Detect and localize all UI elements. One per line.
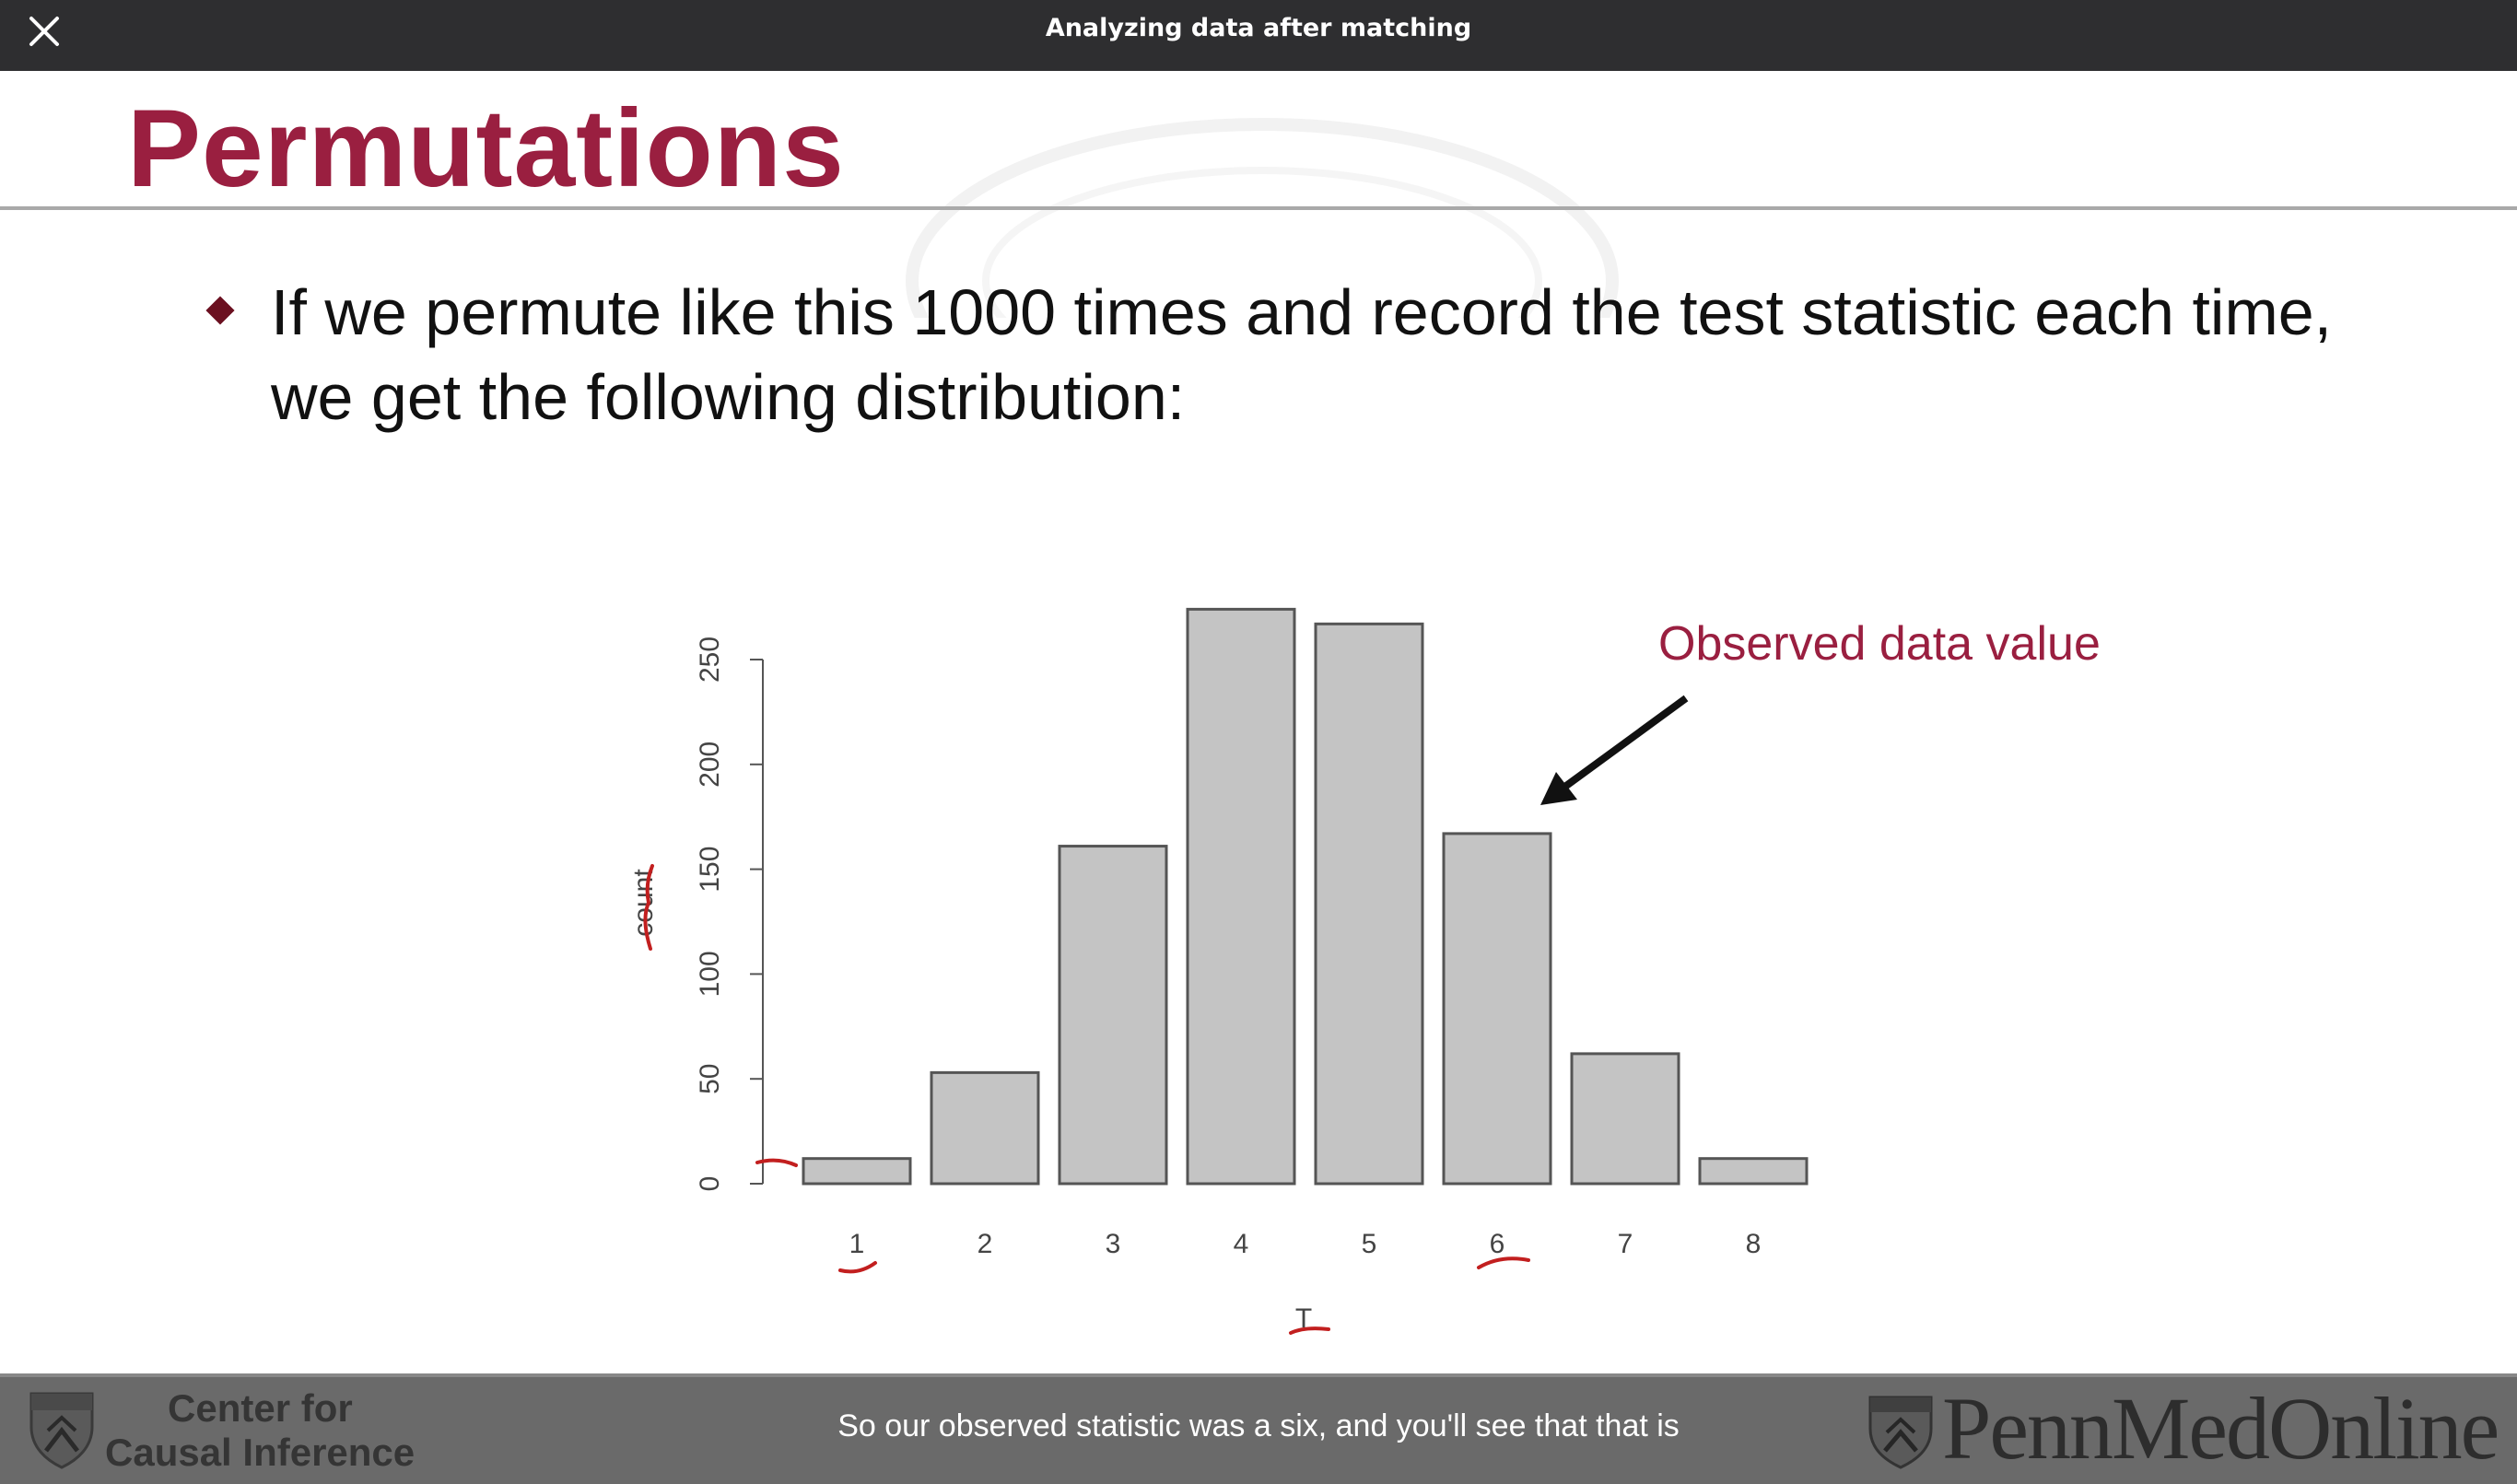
x-tick-label: 3 xyxy=(1106,1229,1121,1259)
x-tick-label: 6 xyxy=(1490,1229,1505,1259)
x-tick-label: 8 xyxy=(1746,1229,1762,1259)
y-tick-label: 0 xyxy=(695,1176,725,1192)
annotation-arrow xyxy=(1540,695,1689,805)
y-tick-label: 100 xyxy=(695,951,725,997)
penn-shield-icon xyxy=(1868,1396,1933,1469)
bracket-count xyxy=(643,864,654,951)
y-tick-label: 250 xyxy=(695,637,725,683)
bar-1 xyxy=(802,1157,912,1186)
handwritten-marks xyxy=(643,864,1530,1335)
x-tick-label: 7 xyxy=(1618,1229,1633,1259)
x-tick-label: 4 xyxy=(1234,1229,1249,1259)
bottom-bar: Center for Causal Inference So our obser… xyxy=(0,1373,2517,1484)
underline-T xyxy=(1289,1326,1330,1335)
penn-shield-icon xyxy=(29,1392,94,1469)
x-tick-label: 5 xyxy=(1362,1229,1377,1259)
watermark-seal xyxy=(906,118,1619,318)
annotation-text: Observed data value xyxy=(1658,617,2101,671)
bar-3 xyxy=(1058,845,1168,1186)
bar-7 xyxy=(1570,1052,1680,1186)
tick-0 xyxy=(755,1158,798,1167)
bar-4 xyxy=(1186,607,1296,1186)
x-tick-label: 2 xyxy=(978,1229,993,1259)
bar-8 xyxy=(1698,1157,1809,1186)
bullet-text: If we permute like this 1000 times and r… xyxy=(271,276,2333,433)
y-tick-label: 200 xyxy=(695,742,725,788)
close-button[interactable] xyxy=(20,7,68,55)
y-tick-label: 50 xyxy=(695,1064,725,1094)
close-icon xyxy=(29,17,59,46)
title-divider xyxy=(0,206,2517,210)
bar-5 xyxy=(1314,622,1424,1186)
cci-logo-line1: Center for xyxy=(168,1386,353,1430)
underline-6 xyxy=(1477,1256,1530,1269)
bottom-divider xyxy=(0,1373,2517,1377)
x-tick-label: 1 xyxy=(849,1229,865,1259)
y-axis: 0 50 100 150 200 250 xyxy=(695,637,764,1192)
x-axis: 1 2 3 4 5 6 7 8 xyxy=(849,1229,1762,1259)
x-axis-label: T xyxy=(1295,1303,1312,1334)
video-title-bar: Analyzing data after matching xyxy=(0,0,2517,71)
bar-6 xyxy=(1442,832,1552,1186)
slide-title: Permutations xyxy=(127,87,845,210)
y-axis-label: count xyxy=(628,869,659,937)
cci-logo-line2: Causal Inference xyxy=(105,1431,416,1474)
pennmedonline-wordmark: PennMedOnline xyxy=(1942,1379,2499,1478)
underline-1 xyxy=(838,1261,877,1274)
subtitle-caption: So our observed statistic was a six, and… xyxy=(837,1408,1680,1443)
permutation-histogram: 0 50 100 150 200 250 1 2 3 4 5 6 7 8 count T Observe… xyxy=(628,607,2101,1335)
bar-2 xyxy=(930,1070,1040,1186)
bars xyxy=(802,607,1809,1186)
y-tick-label: 150 xyxy=(695,847,725,893)
video-title: Analyzing data after matching xyxy=(1045,14,1472,42)
